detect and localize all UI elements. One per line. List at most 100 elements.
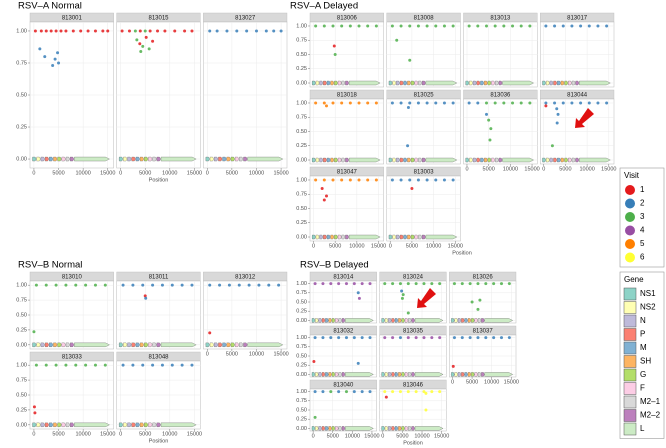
gene-arrow xyxy=(328,372,332,377)
gene-arrow xyxy=(156,422,161,427)
point xyxy=(160,363,164,367)
point xyxy=(59,29,63,33)
point xyxy=(499,336,503,340)
gene-arrow xyxy=(49,156,54,162)
gene-arrow xyxy=(404,318,409,323)
gene-arrow xyxy=(218,156,223,162)
point xyxy=(460,336,464,340)
point xyxy=(340,178,344,182)
point xyxy=(528,101,532,105)
x-tick-label: 15000 xyxy=(601,166,616,172)
gene-arrow xyxy=(53,422,58,427)
point xyxy=(44,283,48,287)
panel-title: 813026 xyxy=(473,274,494,280)
legend-label: 1 xyxy=(640,185,645,194)
point xyxy=(399,178,403,182)
point xyxy=(383,282,387,286)
point xyxy=(357,24,361,28)
gene-arrow xyxy=(338,372,342,377)
gene-arrow xyxy=(410,234,415,240)
panel-title: 813047 xyxy=(337,169,358,175)
gene-arrow xyxy=(49,342,54,347)
gene-arrow xyxy=(348,80,381,86)
gene-arrow xyxy=(381,372,385,377)
gene-arrow xyxy=(315,372,319,377)
gene-arrow xyxy=(414,157,419,163)
point xyxy=(451,24,455,28)
point xyxy=(120,29,124,33)
gene-arrow xyxy=(465,157,470,163)
point xyxy=(519,101,523,105)
point xyxy=(141,44,145,48)
gene-arrow xyxy=(396,80,400,86)
point xyxy=(430,336,434,340)
gene-arrow xyxy=(410,80,415,86)
gene-arrow xyxy=(491,157,496,163)
point xyxy=(32,330,36,334)
point xyxy=(406,390,410,394)
point xyxy=(160,283,164,287)
legend-label: N xyxy=(640,316,646,325)
gene-arrow xyxy=(487,157,492,163)
x-tick-label: 0 xyxy=(542,166,545,172)
gene-arrow xyxy=(36,422,41,427)
x-tick-label: 10000 xyxy=(579,166,594,172)
gene-arrow xyxy=(44,156,49,162)
point xyxy=(406,282,410,286)
point xyxy=(544,24,548,28)
point xyxy=(356,361,360,365)
x-tick-label: 15000 xyxy=(371,243,386,249)
gene-arrow xyxy=(414,80,419,86)
point xyxy=(344,336,348,340)
gene-arrow xyxy=(345,234,349,240)
point xyxy=(227,283,231,287)
x-tick-label: 0 xyxy=(312,243,315,249)
point xyxy=(368,282,372,286)
x-tick-label: 15000 xyxy=(364,433,379,439)
legend-swatch xyxy=(623,341,637,355)
gene-arrow xyxy=(243,342,248,347)
y-tick-label: 0.75 xyxy=(296,38,307,44)
point xyxy=(356,291,360,295)
point xyxy=(331,178,335,182)
point xyxy=(324,104,328,108)
gene-arrow xyxy=(414,372,444,377)
point xyxy=(406,106,410,110)
point xyxy=(410,187,414,191)
gene-arrow xyxy=(391,426,395,431)
gene-arrow xyxy=(467,372,472,377)
gene-arrow xyxy=(407,157,411,163)
gene-arrow xyxy=(399,157,404,163)
y-tick-label: 0.50 xyxy=(16,392,27,398)
gene-arrow xyxy=(70,422,75,427)
legend-label: 6 xyxy=(640,253,645,262)
gene-arrow xyxy=(131,156,136,162)
point xyxy=(264,29,268,33)
gene-arrow xyxy=(345,80,349,86)
gene-arrow xyxy=(205,156,210,162)
gene-arrow xyxy=(560,80,565,86)
point xyxy=(131,283,135,287)
point xyxy=(360,282,364,286)
point xyxy=(390,101,394,105)
panel-title: 813010 xyxy=(62,274,83,280)
point xyxy=(484,101,488,105)
point xyxy=(144,296,148,300)
point xyxy=(225,29,229,33)
gene-arrow xyxy=(230,156,235,162)
point xyxy=(374,178,378,182)
point xyxy=(519,24,523,28)
gene-arrow xyxy=(318,318,322,323)
gene-arrow xyxy=(319,234,324,240)
point xyxy=(218,283,222,287)
gene-arrow xyxy=(404,426,409,431)
gene-arrow xyxy=(321,318,326,323)
gene-arrow xyxy=(568,157,572,163)
gene-arrow xyxy=(341,157,346,163)
y-tick-label: 0.25 xyxy=(16,407,27,413)
point xyxy=(38,47,42,51)
gene-arrow xyxy=(399,80,404,86)
gene-arrow xyxy=(331,426,336,431)
x-tick-label: 5000 xyxy=(226,351,238,357)
x-tick-label: 10000 xyxy=(162,170,177,176)
